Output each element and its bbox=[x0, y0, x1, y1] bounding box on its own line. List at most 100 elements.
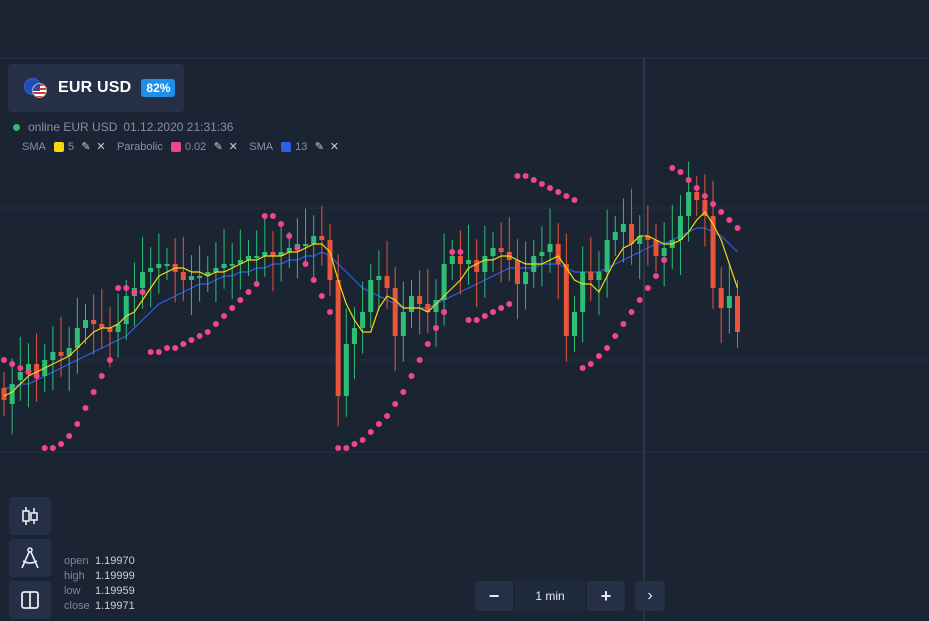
scroll-right-button[interactable]: › bbox=[635, 581, 665, 611]
eur-usd-flag-icon bbox=[24, 78, 48, 98]
sar-dot bbox=[74, 421, 81, 427]
candle-body bbox=[710, 216, 716, 288]
candle-body bbox=[433, 300, 439, 312]
candle-body bbox=[335, 280, 341, 396]
sar-dot bbox=[506, 301, 513, 307]
candle bbox=[278, 221, 284, 282]
sar-dot bbox=[547, 185, 554, 191]
pencil-icon[interactable]: ✎ bbox=[213, 141, 223, 153]
sar-dot bbox=[269, 213, 276, 219]
candle-body bbox=[441, 264, 447, 300]
candle-body bbox=[140, 272, 146, 288]
indicator-value: 13 bbox=[295, 140, 308, 153]
candle bbox=[303, 208, 309, 265]
sar-dot bbox=[123, 285, 130, 291]
candle bbox=[514, 239, 520, 320]
candle-body bbox=[1, 388, 7, 400]
candle bbox=[9, 358, 15, 435]
sar-dot bbox=[286, 233, 293, 239]
close-icon[interactable]: ✕ bbox=[96, 141, 106, 153]
candle-body bbox=[417, 296, 423, 304]
candle-body bbox=[555, 244, 561, 264]
candle-body bbox=[254, 256, 260, 258]
sar-dot bbox=[221, 313, 228, 319]
candle-body bbox=[156, 264, 162, 268]
sar-dot bbox=[106, 357, 113, 363]
close-icon[interactable]: ✕ bbox=[329, 141, 339, 153]
sar-dot bbox=[90, 389, 97, 395]
candle bbox=[237, 229, 243, 290]
sar-dot bbox=[58, 441, 65, 447]
ohlc-label: open bbox=[64, 555, 89, 567]
sar-dot bbox=[571, 197, 578, 203]
candle-body bbox=[237, 260, 243, 264]
sar-dot bbox=[726, 217, 733, 223]
indicator-name: SMA bbox=[249, 140, 274, 153]
close-icon[interactable]: ✕ bbox=[228, 141, 238, 153]
sar-dot bbox=[693, 185, 700, 191]
sar-dot bbox=[481, 313, 488, 319]
pencil-icon[interactable]: ✎ bbox=[81, 141, 91, 153]
sar-dot bbox=[710, 201, 717, 207]
candle-body bbox=[9, 384, 15, 404]
indicator-color-swatch[interactable] bbox=[281, 141, 292, 152]
candle-body bbox=[368, 280, 374, 312]
candle bbox=[547, 208, 553, 273]
connection-status: online EUR USD 01.12.2020 21:31:36 bbox=[13, 120, 233, 134]
drawing-tools-button[interactable] bbox=[9, 539, 51, 577]
candle-body bbox=[99, 324, 105, 328]
candle-body bbox=[645, 236, 651, 240]
sma-5-line bbox=[3, 211, 739, 397]
candle-body bbox=[384, 276, 390, 288]
pencil-icon[interactable]: ✎ bbox=[314, 141, 324, 153]
candle bbox=[669, 204, 675, 269]
candle bbox=[172, 238, 178, 303]
sar-dot bbox=[604, 345, 611, 351]
zoom-in-button[interactable]: + bbox=[587, 581, 625, 611]
candle-body bbox=[58, 352, 64, 356]
candle-body bbox=[164, 264, 170, 266]
candle bbox=[596, 251, 602, 316]
chart-type-button[interactable] bbox=[9, 497, 51, 535]
candle-body bbox=[327, 240, 333, 280]
candle-body bbox=[311, 236, 317, 244]
candle bbox=[351, 307, 357, 380]
candle bbox=[474, 239, 480, 308]
ohlc-label: close bbox=[64, 600, 90, 612]
candle-body bbox=[425, 304, 431, 312]
candle-body bbox=[262, 252, 268, 256]
timeframe-label[interactable]: 1 min bbox=[515, 581, 585, 611]
candle-body bbox=[726, 296, 732, 308]
indicator-color-swatch[interactable] bbox=[170, 141, 181, 152]
candle bbox=[335, 254, 341, 427]
candle bbox=[425, 268, 431, 333]
asset-selector[interactable]: EUR USD 82% bbox=[8, 64, 184, 112]
candle-body bbox=[205, 272, 211, 276]
payout-badge: 82% bbox=[141, 79, 176, 97]
sar-dot bbox=[432, 325, 439, 331]
candle-body bbox=[351, 328, 357, 344]
indicator-color-swatch[interactable] bbox=[53, 141, 64, 152]
candle bbox=[612, 216, 618, 256]
candle bbox=[115, 293, 121, 358]
candle bbox=[327, 224, 333, 296]
sar-dot bbox=[310, 277, 317, 283]
sar-dot bbox=[718, 209, 725, 215]
candle-body bbox=[612, 232, 618, 240]
candle bbox=[400, 281, 406, 362]
candle bbox=[588, 236, 594, 301]
candle bbox=[506, 216, 512, 281]
status-datetime: 01.12.2020 21:31:36 bbox=[123, 120, 234, 134]
zoom-out-button[interactable]: − bbox=[475, 581, 513, 611]
candle-body bbox=[686, 192, 692, 216]
sar-dot bbox=[41, 445, 48, 451]
candle bbox=[449, 240, 455, 280]
candle bbox=[735, 280, 740, 348]
candle-body bbox=[677, 216, 683, 240]
candle bbox=[311, 215, 317, 280]
layout-button[interactable] bbox=[9, 581, 51, 619]
candle-body bbox=[572, 312, 577, 336]
ohlc-label: high bbox=[64, 570, 85, 582]
timeframe-control: − 1 min + bbox=[475, 581, 625, 611]
